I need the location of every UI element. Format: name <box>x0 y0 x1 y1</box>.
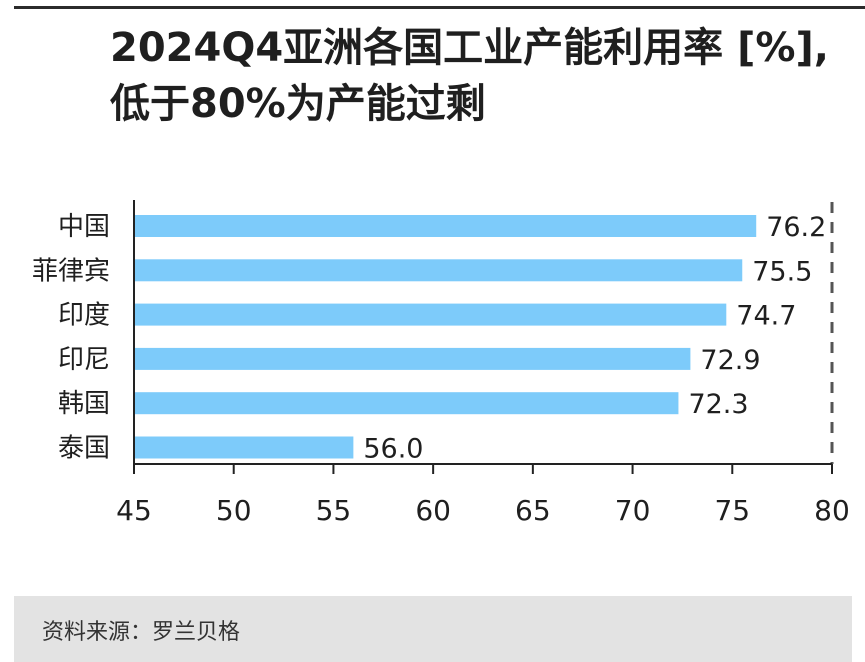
value-label-1: 75.5 <box>752 256 812 287</box>
category-label-4: 韩国 <box>58 389 110 419</box>
value-label-2: 74.7 <box>736 301 796 332</box>
x-tick-label-5: 70 <box>615 494 651 527</box>
value-label-3: 72.9 <box>700 345 760 376</box>
bar-1 <box>134 259 743 282</box>
bar-5 <box>134 436 354 459</box>
value-label-5: 56.0 <box>363 434 423 465</box>
value-label-4: 72.3 <box>688 389 748 420</box>
bar-4 <box>134 392 679 415</box>
category-label-0: 中国 <box>58 212 110 242</box>
source-text: 资料来源：罗兰贝格 <box>42 620 241 645</box>
bar-3 <box>134 347 691 370</box>
x-tick-label-7: 80 <box>814 494 850 527</box>
category-label-5: 泰国 <box>58 434 110 464</box>
bar-2 <box>134 303 727 326</box>
category-label-1: 菲律宾 <box>32 256 110 286</box>
chart-title: 2024Q4亚洲各国工业产能利用率 [%], 低于80%为产能过剩 <box>110 20 865 132</box>
source-footer: 资料来源：罗兰贝格 <box>14 596 852 662</box>
x-tick-label-2: 55 <box>316 494 352 527</box>
chart-title-line-2: 低于80%为产能过剩 <box>110 81 486 127</box>
x-tick-label-0: 45 <box>116 494 152 527</box>
category-label-2: 印度 <box>58 301 110 331</box>
bar-0 <box>134 215 757 237</box>
chart-title-line-1: 2024Q4亚洲各国工业产能利用率 [%], <box>110 25 829 71</box>
category-label-3: 印尼 <box>58 345 110 375</box>
top-rule <box>14 6 865 9</box>
x-tick-label-6: 75 <box>714 494 750 527</box>
x-tick-label-4: 65 <box>515 494 551 527</box>
x-tick-label-1: 50 <box>216 494 252 527</box>
value-label-0: 76.2 <box>766 212 826 243</box>
x-tick-label-3: 60 <box>415 494 451 527</box>
